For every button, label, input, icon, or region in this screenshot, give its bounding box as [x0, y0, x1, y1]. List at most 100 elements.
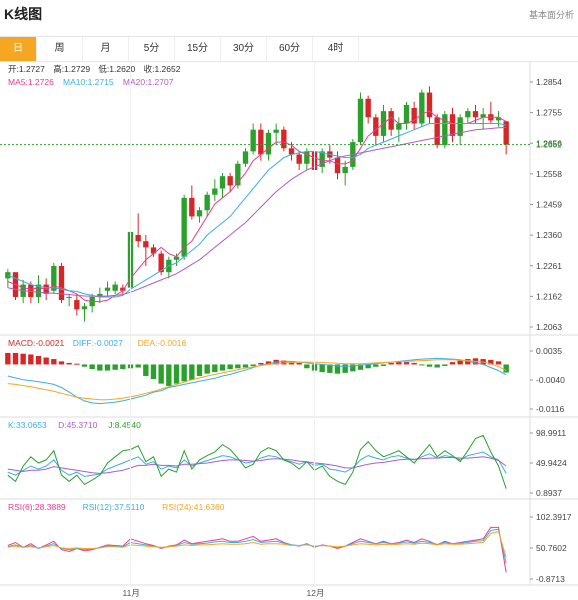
candle-body	[58, 265, 65, 301]
macd-axis-tick-label: -0.0116	[536, 404, 564, 414]
macd-histogram-bar	[43, 357, 49, 365]
candle-body	[173, 256, 180, 260]
macd-histogram-bar	[212, 364, 218, 373]
macd-histogram-bar	[28, 354, 34, 365]
candle-body	[403, 104, 410, 124]
macd-histogram-bar	[357, 364, 364, 370]
macd-histogram-bar	[449, 362, 456, 365]
candle-body	[112, 284, 118, 291]
macd-histogram-bar	[196, 364, 203, 376]
ohlc-legend-item: 开:1.2727	[8, 64, 45, 74]
candle-body	[480, 114, 486, 118]
macd-histogram-bar	[150, 364, 157, 380]
tab-30min[interactable]: 30分	[221, 37, 267, 61]
rsi-legend-item: RSI(24):41.6360	[162, 502, 225, 512]
candle-body	[74, 300, 80, 310]
candle-body	[357, 98, 364, 143]
macd-histogram-bar	[112, 364, 118, 370]
price-axis-tick-label: 1.2755	[536, 108, 562, 118]
macd-histogram-bar	[495, 361, 502, 365]
rsi-legend-item: RSI(6):28.3889	[8, 502, 66, 512]
candle-body	[503, 121, 509, 145]
candle-body	[365, 98, 371, 118]
tab-4hour[interactable]: 4时	[313, 37, 359, 61]
macd-histogram-bar	[35, 355, 42, 365]
macd-legend-item: MACD:-0.0021	[8, 338, 64, 348]
candle-body	[97, 293, 103, 297]
candle-body	[35, 284, 42, 297]
macd-histogram-bar	[104, 364, 111, 371]
candle-body	[258, 129, 264, 155]
rsi6-line	[7, 526, 507, 573]
macd-histogram-bar	[258, 362, 264, 365]
tab-5min[interactable]: 5分	[129, 37, 175, 61]
candle-body	[104, 287, 111, 291]
macd-histogram-bar	[235, 364, 241, 369]
x-axis-month-label: 11月	[123, 588, 140, 598]
ma-legend-item: MA5:1.2726	[8, 77, 54, 87]
candle-body	[235, 163, 241, 186]
candle-body	[288, 148, 295, 155]
macd-histogram-bar	[411, 362, 417, 365]
candle-body	[135, 235, 141, 242]
kdj-axis-tick-label: 0.8937	[536, 488, 562, 498]
candle-body	[434, 117, 440, 146]
macd-legend-item: DIFF:-0.0027	[73, 338, 123, 348]
candle-body	[495, 117, 502, 121]
macd-histogram-bar	[173, 364, 180, 384]
macd-legend-item: DEA:-0.0016	[138, 338, 187, 348]
macd-histogram-bar	[342, 364, 348, 373]
candle-body	[227, 176, 233, 186]
macd-histogram-bar	[503, 364, 509, 373]
macd-histogram-bar	[396, 361, 402, 365]
rsi-axis-tick-label: -0.8713	[536, 574, 565, 584]
macd-histogram-bar	[58, 361, 65, 365]
kdj-legend-item: J:8.4540	[108, 420, 141, 430]
macd-histogram-bar	[434, 364, 440, 368]
x-axis-month-label: 12月	[307, 588, 325, 598]
ma10-line	[7, 123, 507, 298]
macd-histogram-bar	[158, 364, 164, 384]
rsi-axis-tick-label: 50.7602	[536, 543, 567, 553]
kdj-legend-item: D:45.3710	[58, 420, 97, 430]
tab-day[interactable]: 日	[0, 37, 37, 61]
macd-histogram-bar	[5, 352, 11, 365]
price-axis-tick-label: 1.2558	[536, 169, 562, 179]
macd-histogram-bar	[319, 364, 325, 373]
tab-15min[interactable]: 15分	[175, 37, 221, 61]
macd-histogram-bar	[350, 364, 356, 372]
candle-body	[449, 114, 456, 136]
candle-body	[396, 123, 402, 130]
kdj-j-line	[7, 434, 507, 489]
macd-histogram-bar	[304, 364, 310, 369]
macd-histogram-bar	[442, 364, 448, 366]
macd-histogram-bar	[81, 364, 88, 367]
macd-histogram-bar	[181, 364, 187, 382]
tab-week[interactable]: 周	[37, 37, 83, 61]
macd-histogram-bar	[403, 362, 410, 365]
macd-dea-line	[7, 359, 507, 401]
price-axis-tick-label: 1.2360	[536, 230, 562, 240]
candle-body	[419, 92, 425, 124]
kdj-axis-tick-label: 49.9424	[536, 458, 567, 468]
rsi24-line	[7, 531, 507, 558]
candle-body	[81, 306, 88, 310]
price-axis-tick-label: 1.2459	[536, 200, 562, 210]
rsi12-line	[7, 528, 507, 564]
candle-body	[281, 129, 287, 149]
kdj-legend-item: K:33.0653	[8, 420, 47, 430]
candle-body	[273, 129, 279, 133]
macd-axis-tick-label: 0.0035	[536, 346, 562, 356]
candle-body	[28, 284, 34, 297]
macd-histogram-bar	[265, 361, 272, 365]
fundamental-analysis-link[interactable]: 基本面分析	[528, 10, 574, 20]
macd-histogram-bar	[488, 359, 494, 365]
macd-histogram-bar	[457, 360, 463, 365]
page-title: K线图	[4, 6, 43, 22]
candle-body	[120, 287, 126, 291]
candle-body	[304, 151, 310, 164]
tab-60min[interactable]: 60分	[267, 37, 313, 61]
tab-month[interactable]: 月	[83, 37, 129, 61]
candle-body	[158, 253, 164, 273]
